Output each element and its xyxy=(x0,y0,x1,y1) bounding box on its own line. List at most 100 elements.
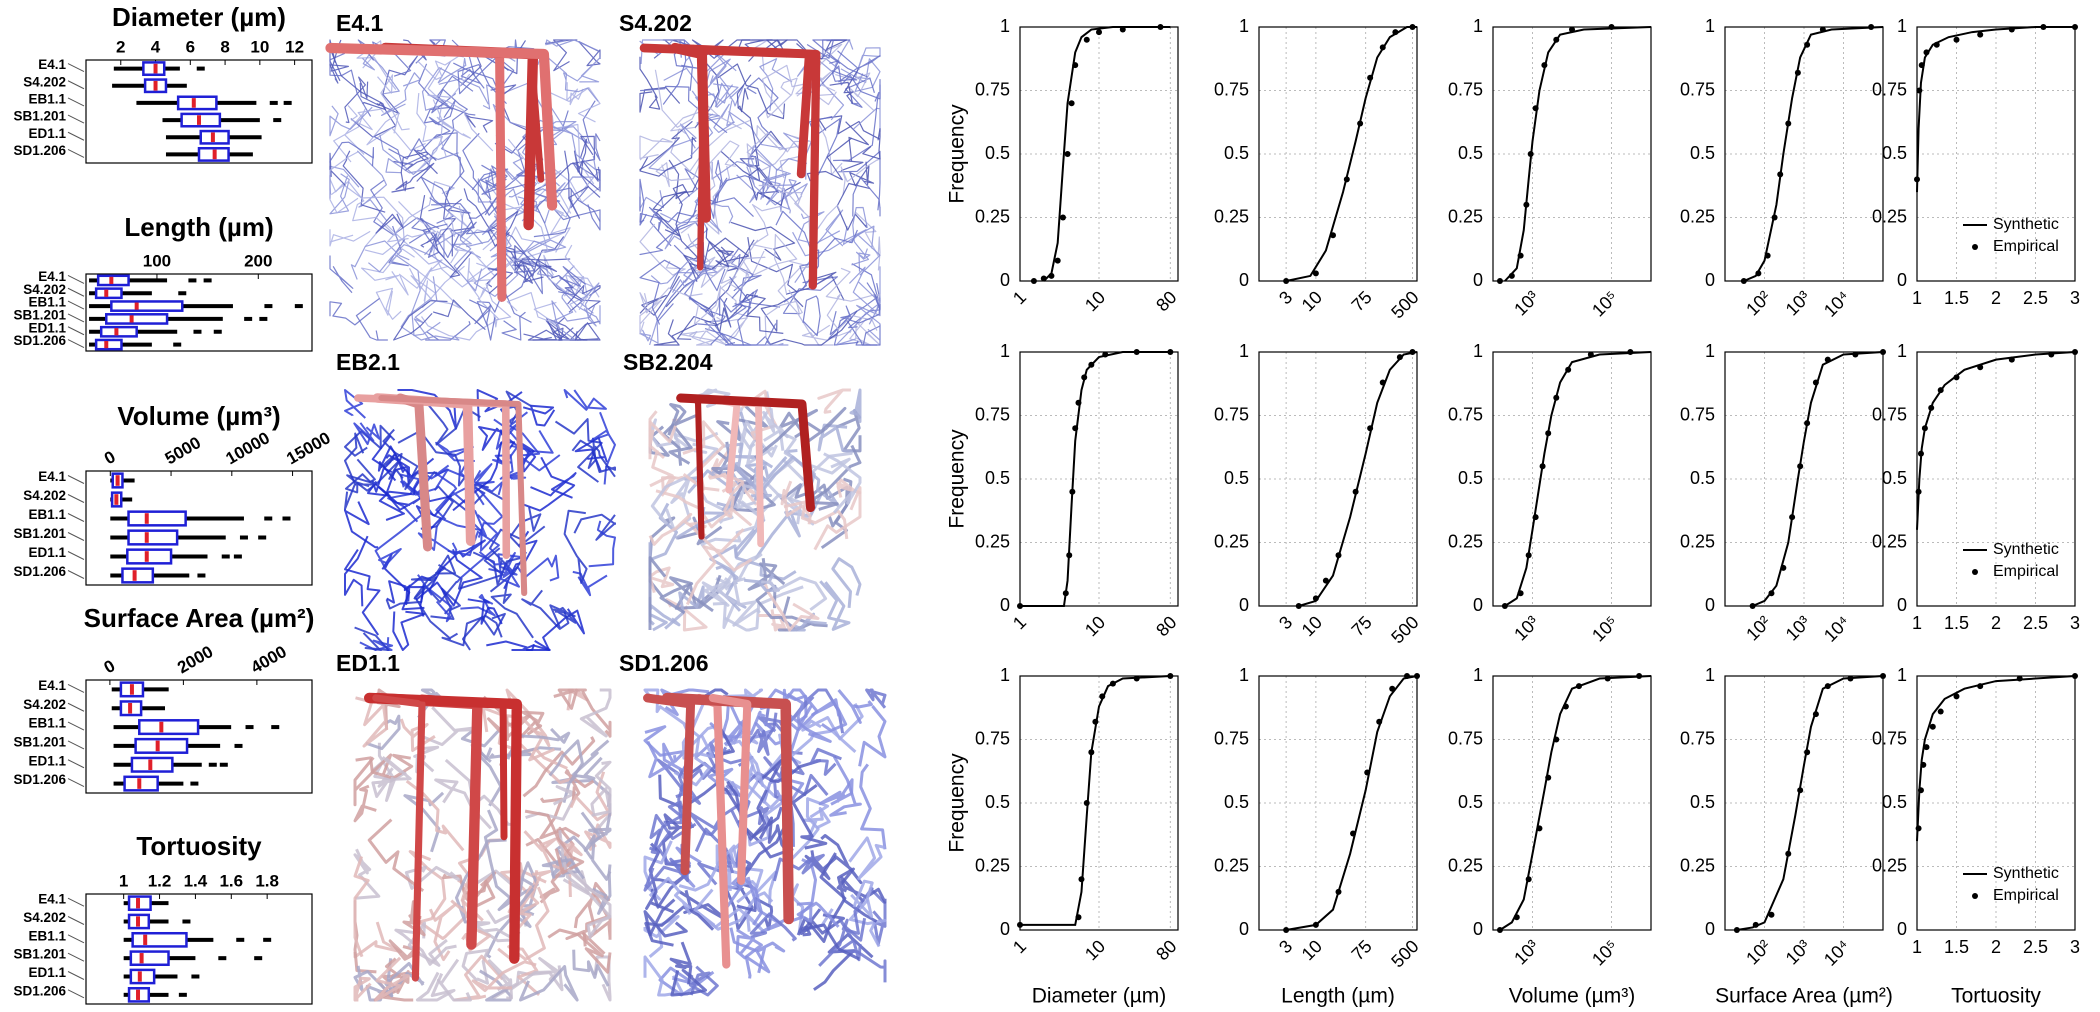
leader-line xyxy=(67,131,85,141)
cdf-point xyxy=(1824,356,1831,363)
vessel xyxy=(344,389,366,419)
vessel xyxy=(460,594,496,617)
legend-label: Synthetic xyxy=(1993,541,2059,558)
x-tick-label: 12 xyxy=(285,37,304,56)
category-label: S4.202 xyxy=(23,910,66,925)
y-tick-label: 0.75 xyxy=(1448,79,1483,99)
vessel xyxy=(436,958,472,1002)
vessel xyxy=(417,574,453,623)
cdf-point xyxy=(1352,488,1359,495)
vessel xyxy=(550,199,574,253)
vessel xyxy=(639,223,686,276)
outlier xyxy=(191,974,200,979)
category-label: E4.1 xyxy=(38,57,66,72)
leader-line xyxy=(67,934,85,944)
vessel xyxy=(693,888,766,933)
vessel xyxy=(344,432,365,510)
vessel xyxy=(800,923,860,961)
category-label: ED1.1 xyxy=(28,545,66,560)
category-label: ED1.1 xyxy=(28,126,66,141)
outlier xyxy=(244,316,253,321)
vessel xyxy=(791,783,828,850)
y-tick-label: 0.5 xyxy=(1690,143,1715,163)
axes-frame xyxy=(1492,675,1652,931)
vessel xyxy=(837,50,881,83)
y-tick-label: 0.75 xyxy=(1680,728,1715,748)
x-tick-label: 2 xyxy=(1991,288,2001,308)
cdf-point xyxy=(1392,29,1399,36)
cdf-point xyxy=(1604,675,1611,682)
vessel xyxy=(421,67,489,111)
x-tick-label: 10 xyxy=(1298,936,1326,964)
x-tick-label: 10 xyxy=(1298,612,1326,640)
legend-label: Empirical xyxy=(1993,887,2059,904)
outlier xyxy=(263,937,272,942)
vessel xyxy=(851,206,869,266)
vessel xyxy=(572,949,610,987)
vessel xyxy=(818,886,874,967)
x-tick-label: 1.5 xyxy=(1944,288,1969,308)
vessel xyxy=(408,850,447,924)
vessel xyxy=(639,275,681,316)
category-label: SD1.206 xyxy=(13,143,66,158)
vessel xyxy=(353,921,403,959)
x-tick-label: 8 xyxy=(220,37,229,56)
outlier xyxy=(294,304,303,309)
leader-line xyxy=(67,97,85,107)
vessel xyxy=(347,105,384,131)
vessel xyxy=(488,746,562,759)
cdf-point xyxy=(1780,564,1787,571)
vessel xyxy=(856,248,871,272)
cdf-point xyxy=(1569,26,1575,33)
cdf-point xyxy=(1937,387,1944,394)
x-tick-label: 10 xyxy=(1081,287,1109,315)
vessel xyxy=(643,915,680,958)
cdf-point xyxy=(1539,463,1546,470)
rendering-panel xyxy=(325,39,601,341)
y-tick-label: 1 xyxy=(1897,16,1907,36)
y-tick-label: 0.75 xyxy=(1872,728,1907,748)
cdf-point xyxy=(1777,171,1784,178)
vessel xyxy=(415,93,444,173)
cdf-point xyxy=(1914,176,1920,183)
vessel xyxy=(521,589,570,630)
y-tick-label: 1 xyxy=(1473,16,1483,36)
cdf-point xyxy=(1852,351,1859,358)
vessel xyxy=(495,244,535,268)
leader-line xyxy=(67,971,85,980)
leader-line xyxy=(67,721,85,731)
vessel xyxy=(705,227,750,263)
vessel xyxy=(527,239,567,278)
y-tick-label: 1 xyxy=(1000,341,1010,361)
cdf-point xyxy=(2048,351,2055,358)
vessel xyxy=(700,510,763,550)
vessel xyxy=(833,91,880,162)
vessel xyxy=(354,626,390,651)
vessel xyxy=(403,791,445,853)
y-tick-label: 0.25 xyxy=(1872,531,1907,551)
x-tick-label: 0 xyxy=(101,656,119,677)
vessel xyxy=(646,740,683,779)
vessel xyxy=(655,158,702,188)
leader-line xyxy=(67,274,85,284)
vessel xyxy=(394,928,457,966)
cdf-point xyxy=(1379,44,1386,51)
cdf-point xyxy=(1357,120,1364,127)
vessel xyxy=(367,467,393,497)
vessel xyxy=(836,867,878,923)
vessel xyxy=(385,134,452,174)
vessel xyxy=(840,121,869,172)
cdf-point xyxy=(1496,278,1503,284)
leader-line xyxy=(67,916,85,925)
vessel xyxy=(742,712,778,756)
cdf-point xyxy=(1414,673,1420,679)
vessel xyxy=(643,955,684,997)
cdf-point xyxy=(1409,349,1416,355)
x-tick-label: 6 xyxy=(186,37,195,56)
cdf-line xyxy=(1020,675,1171,926)
box-title: Length (µm) xyxy=(124,212,273,242)
vessel xyxy=(493,213,565,247)
vessel xyxy=(361,248,415,281)
x-tick-label: 10² xyxy=(1742,287,1775,320)
cdf-point xyxy=(1755,270,1762,277)
